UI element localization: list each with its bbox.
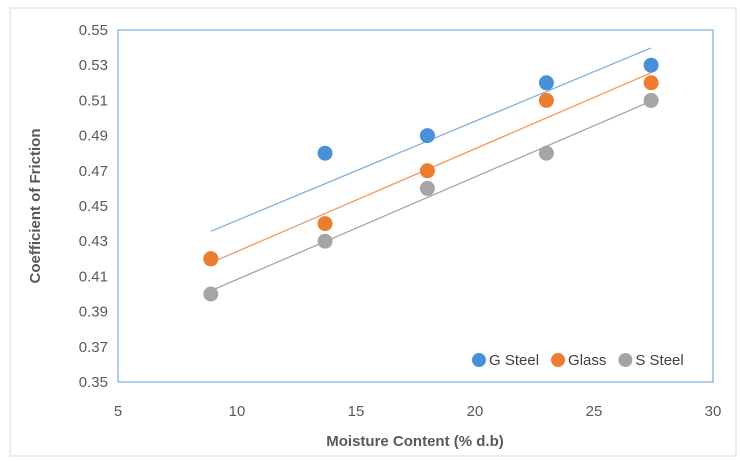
point-s-steel <box>203 286 219 302</box>
y-axis-title: Coefficient of Friction <box>27 129 44 284</box>
x-tick-label: 25 <box>586 403 603 420</box>
y-tick-label: 0.49 <box>79 128 108 145</box>
y-tick-label: 0.53 <box>79 57 108 74</box>
point-glass <box>419 163 435 179</box>
y-tick-label: 0.41 <box>79 268 108 285</box>
y-tick-label: 0.55 <box>79 22 108 39</box>
y-tick-label: 0.35 <box>79 374 108 391</box>
point-glass <box>317 216 333 232</box>
x-tick-label: 5 <box>114 403 122 420</box>
point-glass <box>538 92 554 108</box>
point-s-steel <box>317 233 333 249</box>
legend-marker-glass <box>551 353 566 367</box>
y-axis-ticks: 0.35 0.37 0.39 0.41 0.43 0.45 0.47 0.49 0.51 0.53… <box>79 22 108 391</box>
legend-label-s-steel: S Steel <box>635 352 683 369</box>
y-tick-label: 0.51 <box>79 92 108 109</box>
y-tick-label: 0.45 <box>79 198 108 215</box>
legend-marker-g-steel <box>472 353 486 367</box>
point-glass <box>203 251 219 267</box>
point-s-steel <box>538 145 554 161</box>
legend: G Steel Glass S Steel <box>472 352 684 369</box>
point-glass <box>643 75 659 91</box>
point-g-steel <box>643 57 659 73</box>
point-s-steel <box>419 180 435 196</box>
chart-outer-border <box>9 7 737 457</box>
x-axis-title: Moisture Content (% d.b) <box>326 433 503 450</box>
y-tick-label: 0.39 <box>79 304 108 321</box>
legend-marker-s-steel <box>618 353 633 367</box>
x-tick-label: 10 <box>229 403 246 420</box>
point-g-steel <box>317 145 333 161</box>
legend-label-g-steel: G Steel <box>489 352 539 369</box>
point-s-steel <box>643 92 659 108</box>
data-points <box>203 57 659 302</box>
y-tick-label: 0.37 <box>79 339 108 356</box>
y-tick-label: 0.47 <box>79 163 108 180</box>
point-g-steel <box>538 75 554 91</box>
point-g-steel <box>419 128 435 144</box>
y-tick-label: 0.43 <box>79 233 108 250</box>
x-tick-label: 30 <box>705 403 722 420</box>
x-axis-ticks: 5 10 15 20 25 30 <box>114 403 722 420</box>
plot-area-frame <box>117 29 714 383</box>
trendline-s-steel <box>210 100 652 292</box>
x-tick-label: 15 <box>348 403 365 420</box>
x-tick-label: 20 <box>467 403 484 420</box>
legend-label-glass: Glass <box>568 352 606 369</box>
